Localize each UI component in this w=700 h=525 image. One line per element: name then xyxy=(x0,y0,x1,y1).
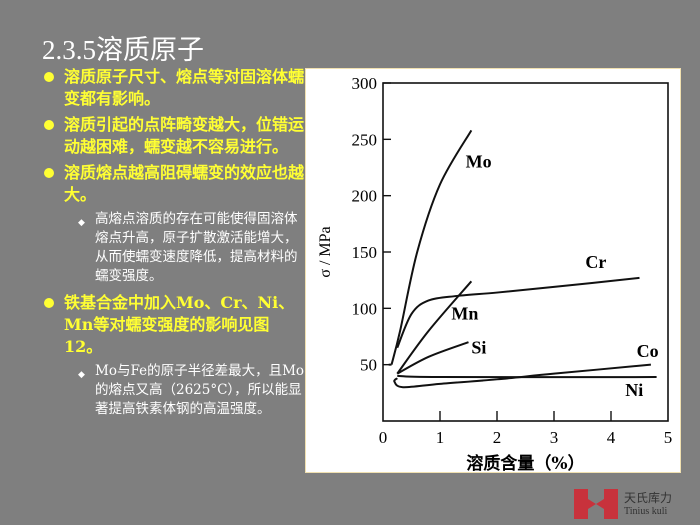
series-line-si xyxy=(396,341,469,375)
sub-bullet-item: ◆ Mo与Fe的原子半径差最大，且Mo的熔点又高（2625°C），所以能显著提高铁… xyxy=(40,362,305,419)
y-tick-label: 250 xyxy=(352,130,378,149)
bullet-text: 溶质原子尺寸、熔点等对固溶体蠕变都有影响。 xyxy=(64,67,305,108)
slide-title: 2.3.5溶质原子 xyxy=(42,35,204,65)
bullet-item: 溶质原子尺寸、熔点等对固溶体蠕变都有影响。 xyxy=(40,66,305,110)
series-line-co xyxy=(393,363,651,389)
logo-name: 天氏库力 xyxy=(624,491,673,505)
series-label-ni: Ni xyxy=(625,380,643,400)
diamond-bullet-icon: ◆ xyxy=(78,218,85,228)
bullet-item: 溶质熔点越高阻碍蠕变的效应也越大。 xyxy=(40,162,305,206)
y-tick-label: 200 xyxy=(352,187,378,206)
series-line-ni xyxy=(397,374,657,379)
chart-panel: 0 1 2 3 4 5 50 100 150 200 250 300 溶质含量（%） σ / MPa Mo C… xyxy=(305,68,681,474)
bullet-dot-icon xyxy=(44,168,54,178)
x-tick-label: 4 xyxy=(607,428,616,447)
x-tick-label: 2 xyxy=(493,428,502,447)
logo-mark-icon xyxy=(574,489,618,519)
y-tick-label: 100 xyxy=(352,299,378,318)
bullet-dot-icon xyxy=(44,72,54,82)
creep-strength-chart: 0 1 2 3 4 5 50 100 150 200 250 300 溶质含量（%） σ / MPa Mo C… xyxy=(317,74,673,474)
series-line-mo xyxy=(390,129,473,365)
series-label-si: Si xyxy=(471,337,486,357)
bullet-dot-icon xyxy=(44,298,54,308)
series-line-cr xyxy=(396,276,640,349)
series-label-cr: Cr xyxy=(585,252,606,272)
x-tick-label: 5 xyxy=(664,428,673,447)
sub-bullet-text: Mo与Fe的原子半径差最大，且Mo的熔点又高（2625°C），所以能显著提高铁素… xyxy=(95,363,305,417)
y-tick-label: 50 xyxy=(360,356,377,375)
y-tick-label: 150 xyxy=(352,243,378,262)
y-axis-label: σ / MPa xyxy=(317,226,334,277)
diamond-bullet-icon: ◆ xyxy=(78,370,85,380)
x-tick-label: 0 xyxy=(379,428,388,447)
logo: 天氏库力 Tinius kuli xyxy=(572,487,692,523)
series-label-mo: Mo xyxy=(466,152,492,172)
x-tick-label: 3 xyxy=(550,428,559,447)
bullet-text: 铁基合金中加入Mo、Cr、Ni、Mn等对蠕变强度的影响见图12。 xyxy=(64,293,295,356)
x-axis-label: 溶质含量（%） xyxy=(466,453,584,474)
logo-subtitle: Tinius kuli xyxy=(624,506,668,517)
plot-frame xyxy=(382,82,669,422)
bullet-text: 溶质引起的点阵畸变越大，位错运动越困难，蠕变越不容易进行。 xyxy=(64,115,305,156)
bullet-list: 溶质原子尺寸、熔点等对固溶体蠕变都有影响。 溶质引起的点阵畸变越大，位错运动越困难… xyxy=(40,66,305,425)
x-tick-label: 1 xyxy=(436,428,445,447)
bullet-item: 溶质引起的点阵畸变越大，位错运动越困难，蠕变越不容易进行。 xyxy=(40,114,305,158)
series-label-co: Co xyxy=(637,341,659,361)
bullet-item: 铁基合金中加入Mo、Cr、Ni、Mn等对蠕变强度的影响见图12。 xyxy=(40,292,305,358)
series-label-mn: Mn xyxy=(451,304,478,324)
sub-bullet-item: ◆ 高熔点溶质的存在可能使得固溶体熔点升高，原子扩散激活能增大，从而使蠕变速度降低… xyxy=(40,210,305,286)
bullet-dot-icon xyxy=(44,120,54,130)
y-tick-label: 300 xyxy=(352,74,378,93)
sub-bullet-text: 高熔点溶质的存在可能使得固溶体熔点升高，原子扩散激活能增大，从而使蠕变速度降低，… xyxy=(95,211,298,284)
series-line-mn xyxy=(396,280,473,375)
bullet-text: 溶质熔点越高阻碍蠕变的效应也越大。 xyxy=(64,163,305,204)
